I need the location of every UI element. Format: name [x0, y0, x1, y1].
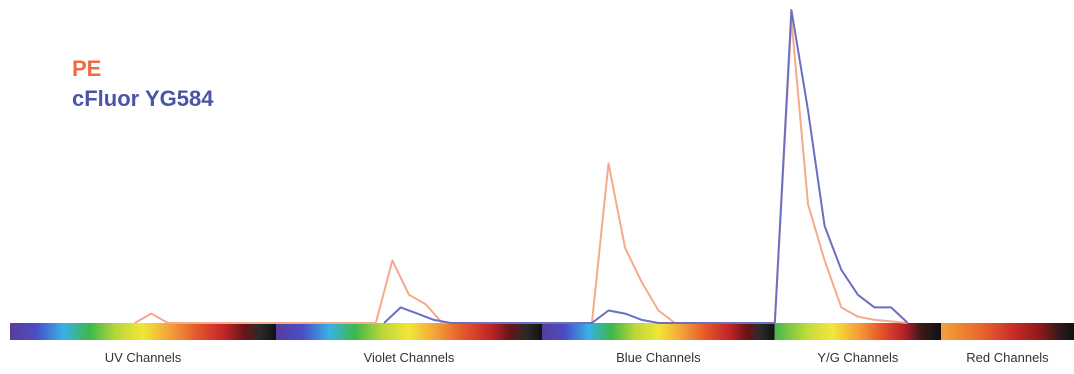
series-line-cfluor-yg584 [383, 9, 909, 324]
legend-cfluor-yg584: cFluor YG584 [72, 86, 214, 111]
channel-band-4 [941, 323, 1074, 340]
channel-label-3: Y/G Channels [817, 350, 898, 365]
channel-label-2: Blue Channels [616, 350, 701, 365]
channel-label-0: UV Channels [105, 350, 182, 365]
channel-band-0 [10, 323, 276, 340]
channel-band-3 [774, 323, 941, 340]
series-line-pe [134, 18, 908, 324]
channel-label-1: Violet Channels [364, 350, 455, 365]
channel-band-2 [542, 323, 775, 340]
legend-pe: PE [72, 56, 102, 81]
channel-band-1 [276, 323, 542, 340]
channel-label-4: Red Channels [966, 350, 1049, 365]
